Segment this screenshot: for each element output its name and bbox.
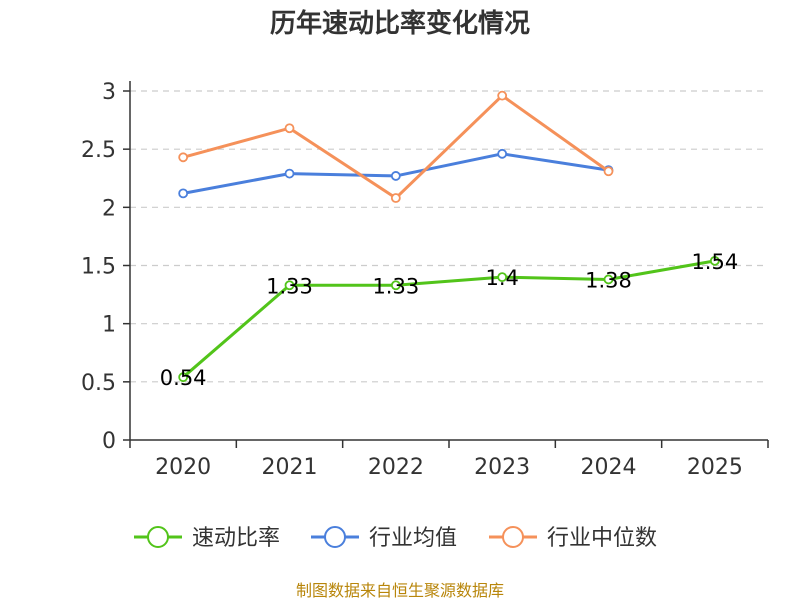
y-tick-label-2: 1 bbox=[102, 313, 116, 338]
series-1-point-2023 bbox=[497, 148, 508, 159]
series-1-point-2020 bbox=[178, 188, 189, 199]
y-tick-label-4: 2 bbox=[102, 196, 116, 221]
series-0-point-2020 bbox=[178, 372, 189, 383]
series-0-point-2025 bbox=[709, 255, 720, 266]
series-0-point-2024 bbox=[603, 274, 614, 285]
x-tick-label-2023: 2023 bbox=[474, 455, 530, 480]
legend-item-0[interactable]: 速动比率 bbox=[134, 526, 280, 551]
data-label-2025: 1.54 bbox=[691, 250, 738, 274]
x-tick-label-2020: 2020 bbox=[155, 455, 211, 480]
legend-label-2: 行业中位数 bbox=[547, 526, 657, 551]
x-tick-label-2022: 2022 bbox=[368, 455, 424, 480]
legend-marker-2 bbox=[502, 526, 524, 548]
series-0-point-2021 bbox=[284, 280, 295, 291]
y-tick-label-1: 0.5 bbox=[81, 371, 116, 396]
legend[interactable]: 速动比率 行业均值 行业中位数 bbox=[134, 526, 657, 551]
data-label-2021: 1.33 bbox=[266, 274, 313, 298]
series-2-point-2022 bbox=[390, 193, 401, 203]
legend-label-1: 行业均值 bbox=[369, 526, 457, 551]
grid bbox=[130, 90, 768, 383]
series-1-point-2022 bbox=[390, 171, 401, 181]
legend-marker-1 bbox=[324, 526, 346, 548]
x-tick-label-2025: 2025 bbox=[687, 455, 743, 480]
legend-item-2[interactable]: 行业中位数 bbox=[489, 526, 657, 551]
series-2-point-2024 bbox=[603, 166, 614, 177]
series-2-point-2021 bbox=[284, 123, 295, 134]
data-label-2020: 0.54 bbox=[160, 366, 207, 390]
series-line-0 bbox=[181, 259, 717, 379]
y-tick-label-6: 3 bbox=[102, 80, 116, 105]
y-tick-label-3: 1.5 bbox=[81, 255, 116, 280]
axes: 0 0.5 1 1.5 2 2.5 3 2020 2021 2022 2023 2024 2025 bbox=[81, 80, 769, 480]
y-tick-label-0: 0 bbox=[102, 429, 116, 454]
data-label-2023: 1.4 bbox=[485, 266, 518, 290]
source-note: 制图数据来自恒生聚源数据库 bbox=[296, 581, 504, 600]
chart-title: 历年速动比率变化情况 bbox=[270, 8, 530, 39]
series-0-point-2023 bbox=[497, 272, 508, 283]
y-tick-label-5: 2.5 bbox=[81, 138, 116, 163]
legend-marker-0 bbox=[147, 526, 169, 548]
series-1-point-2021 bbox=[284, 168, 295, 179]
x-tick-label-2024: 2024 bbox=[581, 455, 637, 480]
x-tick-label-2021: 2021 bbox=[262, 455, 318, 480]
data-labels: 0.54 1.33 1.33 1.4 1.38 1.54 bbox=[160, 250, 738, 390]
series-2-point-2020 bbox=[178, 152, 189, 163]
legend-item-1[interactable]: 行业均值 bbox=[311, 526, 457, 551]
series-0-point-2022 bbox=[390, 280, 401, 291]
data-label-2022: 1.33 bbox=[372, 274, 419, 298]
data-label-2024: 1.38 bbox=[585, 268, 632, 292]
plot-area bbox=[178, 90, 720, 383]
series-2-point-2023 bbox=[497, 90, 508, 101]
legend-label-0: 速动比率 bbox=[192, 526, 280, 551]
